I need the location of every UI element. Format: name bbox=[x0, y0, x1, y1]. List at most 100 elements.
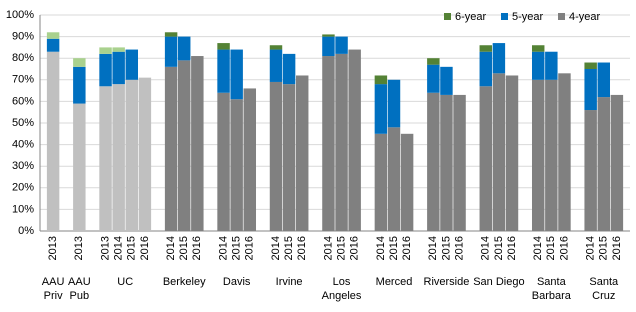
bar-segment bbox=[335, 36, 348, 54]
bar-segment bbox=[440, 66, 453, 95]
bar-segment bbox=[73, 103, 86, 231]
bar-segment bbox=[427, 58, 440, 65]
bar-segment bbox=[427, 92, 440, 231]
legend-label: 4-year bbox=[569, 11, 601, 23]
bar-segment bbox=[269, 49, 283, 82]
group-label: AAU bbox=[68, 276, 91, 288]
legend-swatch bbox=[444, 13, 451, 20]
bar-segment bbox=[138, 77, 152, 231]
bar-segment bbox=[531, 51, 545, 80]
group-label: UC bbox=[117, 276, 133, 288]
x-tick-label: 2014 bbox=[532, 236, 544, 260]
bar-segment bbox=[112, 47, 125, 52]
y-tick-label: 100% bbox=[6, 9, 34, 21]
group-label: San Diego bbox=[473, 276, 524, 288]
bar-segment bbox=[348, 49, 361, 232]
bar-segment bbox=[584, 62, 597, 69]
bar-segment bbox=[217, 49, 230, 93]
bar-segment bbox=[112, 51, 125, 85]
y-tick-label: 20% bbox=[12, 182, 34, 194]
bar-segment bbox=[322, 36, 335, 57]
x-tick-label: 2014 bbox=[270, 236, 282, 260]
bar-segment bbox=[610, 94, 624, 231]
group-label: Merced bbox=[376, 276, 413, 288]
x-tick-label: 2016 bbox=[296, 236, 308, 260]
y-tick-label: 70% bbox=[12, 74, 34, 86]
x-tick-label: 2016 bbox=[453, 236, 465, 260]
x-tick-label: 2015 bbox=[440, 236, 452, 260]
x-tick-label: 2014 bbox=[375, 236, 387, 260]
bar-segment bbox=[322, 56, 335, 231]
bar-segment bbox=[243, 88, 257, 231]
y-tick-label: 60% bbox=[12, 95, 34, 107]
group-label: Irvine bbox=[276, 276, 303, 288]
x-tick-label: 2014 bbox=[165, 236, 177, 260]
x-tick-label: 2016 bbox=[611, 236, 623, 260]
bar-segment bbox=[597, 62, 611, 98]
legend-swatch bbox=[558, 13, 565, 20]
y-tick-label: 90% bbox=[12, 31, 34, 43]
bar-segment bbox=[217, 43, 230, 50]
x-tick-label: 2013 bbox=[47, 236, 59, 260]
x-tick-label: 2016 bbox=[244, 236, 256, 260]
bar-segment bbox=[164, 66, 178, 231]
bar-segment bbox=[584, 110, 597, 231]
x-tick-label: 2015 bbox=[493, 236, 505, 260]
bar-segment bbox=[177, 36, 191, 61]
group-label: Cruz bbox=[592, 290, 615, 302]
bar-segment bbox=[374, 133, 388, 231]
bar-segment bbox=[295, 75, 309, 231]
bar-segment bbox=[374, 84, 388, 134]
legend-label: 6-year bbox=[455, 11, 487, 23]
legend-label: 5-year bbox=[512, 11, 544, 23]
bar-segment bbox=[269, 45, 283, 50]
x-tick-label: 2014 bbox=[113, 236, 125, 260]
bar-segment bbox=[230, 49, 243, 100]
bar-segment bbox=[440, 94, 453, 231]
y-tick-label: 80% bbox=[12, 52, 34, 64]
bar-segment bbox=[125, 49, 139, 80]
legend-swatch bbox=[501, 13, 508, 20]
bar-segment bbox=[269, 81, 283, 232]
bar-segment bbox=[191, 56, 204, 231]
x-tick-label: 2016 bbox=[558, 236, 570, 260]
x-tick-label: 2015 bbox=[598, 236, 610, 260]
group-label: Berkeley bbox=[163, 276, 206, 288]
y-tick-label: 50% bbox=[12, 117, 34, 129]
x-tick-label: 2014 bbox=[480, 236, 492, 260]
x-tick-label: 2016 bbox=[139, 236, 151, 260]
group-label: Santa bbox=[537, 276, 567, 288]
y-tick-label: 40% bbox=[12, 139, 34, 151]
x-tick-label: 2015 bbox=[231, 236, 243, 260]
x-tick-label: 2015 bbox=[126, 236, 138, 260]
bar-segment bbox=[479, 51, 493, 87]
bar-segment bbox=[492, 43, 506, 74]
bar-segment bbox=[322, 34, 335, 37]
bar-segment bbox=[531, 79, 545, 231]
bar-segment bbox=[99, 86, 112, 231]
x-tick-label: 2013 bbox=[99, 236, 111, 260]
bar-segment bbox=[545, 51, 558, 80]
y-tick-label: 10% bbox=[12, 203, 34, 215]
bar-segment bbox=[492, 73, 506, 231]
group-label: Riverside bbox=[424, 276, 470, 288]
x-tick-label: 2016 bbox=[401, 236, 413, 260]
group-label: Priv bbox=[44, 290, 63, 302]
group-label: Santa bbox=[589, 276, 619, 288]
bar-segment bbox=[112, 84, 125, 232]
bar-segment bbox=[453, 94, 466, 231]
x-tick-label: 2014 bbox=[322, 236, 334, 260]
bar-segment bbox=[99, 53, 112, 87]
bar-segment bbox=[46, 38, 60, 52]
bar-segment bbox=[531, 45, 545, 52]
bar-segment bbox=[282, 53, 296, 85]
bar-segment bbox=[387, 127, 401, 231]
bar-segment bbox=[73, 58, 86, 67]
group-label: Davis bbox=[223, 276, 251, 288]
bar-segment bbox=[427, 64, 440, 93]
bar-segment bbox=[400, 133, 414, 231]
x-tick-label: 2014 bbox=[585, 236, 597, 260]
bar-segment bbox=[597, 97, 611, 231]
bar-segment bbox=[584, 69, 597, 111]
x-tick-label: 2016 bbox=[191, 236, 203, 260]
